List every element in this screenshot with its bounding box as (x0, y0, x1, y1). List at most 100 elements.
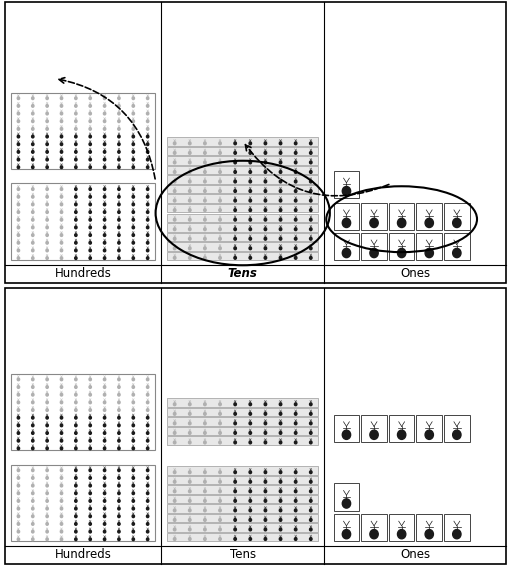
Circle shape (46, 500, 49, 502)
Circle shape (46, 531, 49, 533)
Text: Ones: Ones (400, 549, 430, 561)
Circle shape (89, 507, 91, 510)
Circle shape (32, 401, 34, 404)
Circle shape (132, 394, 134, 396)
Circle shape (132, 409, 134, 411)
Circle shape (219, 528, 221, 531)
Circle shape (60, 120, 63, 123)
Circle shape (234, 481, 237, 483)
Circle shape (425, 248, 433, 258)
Circle shape (17, 394, 19, 396)
Circle shape (60, 378, 63, 381)
Circle shape (118, 440, 120, 442)
Circle shape (234, 509, 237, 512)
Circle shape (17, 135, 19, 138)
Circle shape (103, 485, 106, 487)
Circle shape (32, 195, 34, 198)
Circle shape (249, 199, 251, 202)
Bar (167, 156, 318, 165)
Circle shape (46, 219, 49, 221)
Circle shape (264, 199, 267, 202)
Circle shape (280, 481, 282, 483)
Circle shape (249, 218, 251, 221)
Circle shape (46, 120, 49, 123)
Circle shape (219, 490, 221, 492)
Circle shape (173, 471, 176, 474)
Circle shape (310, 471, 312, 474)
Circle shape (147, 401, 149, 404)
Circle shape (294, 481, 297, 483)
Circle shape (118, 492, 120, 495)
Circle shape (118, 523, 120, 525)
Circle shape (103, 195, 106, 198)
Circle shape (280, 237, 282, 240)
Circle shape (147, 440, 149, 442)
Circle shape (32, 211, 34, 214)
Circle shape (204, 538, 206, 540)
Circle shape (173, 247, 176, 250)
Circle shape (17, 226, 19, 229)
Circle shape (60, 485, 63, 487)
Circle shape (75, 432, 77, 435)
Circle shape (60, 432, 63, 435)
Circle shape (89, 485, 91, 487)
Circle shape (32, 112, 34, 115)
Circle shape (132, 432, 134, 435)
Bar (167, 417, 318, 425)
Circle shape (132, 257, 134, 260)
Circle shape (118, 105, 120, 107)
Bar (167, 233, 318, 241)
Circle shape (103, 112, 106, 115)
Circle shape (89, 195, 91, 198)
Circle shape (189, 237, 191, 240)
Circle shape (280, 190, 282, 193)
Circle shape (75, 416, 77, 419)
Circle shape (234, 142, 237, 145)
Text: Tens: Tens (229, 549, 256, 561)
Circle shape (75, 440, 77, 442)
Circle shape (17, 416, 19, 419)
Circle shape (234, 161, 237, 164)
Bar (334, 514, 359, 541)
Circle shape (75, 401, 77, 404)
Circle shape (32, 394, 34, 396)
Circle shape (310, 509, 312, 512)
Circle shape (32, 226, 34, 229)
Circle shape (46, 151, 49, 153)
Bar (167, 398, 318, 407)
Circle shape (249, 142, 251, 145)
Circle shape (60, 112, 63, 115)
Circle shape (219, 441, 221, 444)
Circle shape (264, 441, 267, 444)
Circle shape (60, 531, 63, 533)
Circle shape (60, 440, 63, 442)
Circle shape (234, 170, 237, 173)
Circle shape (132, 135, 134, 138)
Circle shape (132, 531, 134, 533)
Circle shape (370, 430, 378, 440)
Circle shape (60, 477, 63, 479)
Circle shape (60, 469, 63, 471)
Circle shape (219, 247, 221, 250)
Circle shape (46, 401, 49, 404)
Circle shape (280, 519, 282, 521)
Circle shape (147, 507, 149, 510)
Circle shape (264, 499, 267, 502)
Circle shape (370, 529, 378, 539)
Circle shape (132, 120, 134, 123)
Circle shape (310, 422, 312, 425)
Circle shape (118, 394, 120, 396)
Circle shape (17, 105, 19, 107)
Circle shape (32, 538, 34, 541)
Bar (167, 194, 318, 203)
Circle shape (60, 211, 63, 214)
Circle shape (103, 523, 106, 525)
Circle shape (60, 515, 63, 517)
Circle shape (219, 161, 221, 164)
Circle shape (89, 531, 91, 533)
Circle shape (264, 190, 267, 193)
Circle shape (46, 492, 49, 495)
Bar (5, 288, 506, 564)
Circle shape (310, 190, 312, 193)
Circle shape (280, 412, 282, 415)
